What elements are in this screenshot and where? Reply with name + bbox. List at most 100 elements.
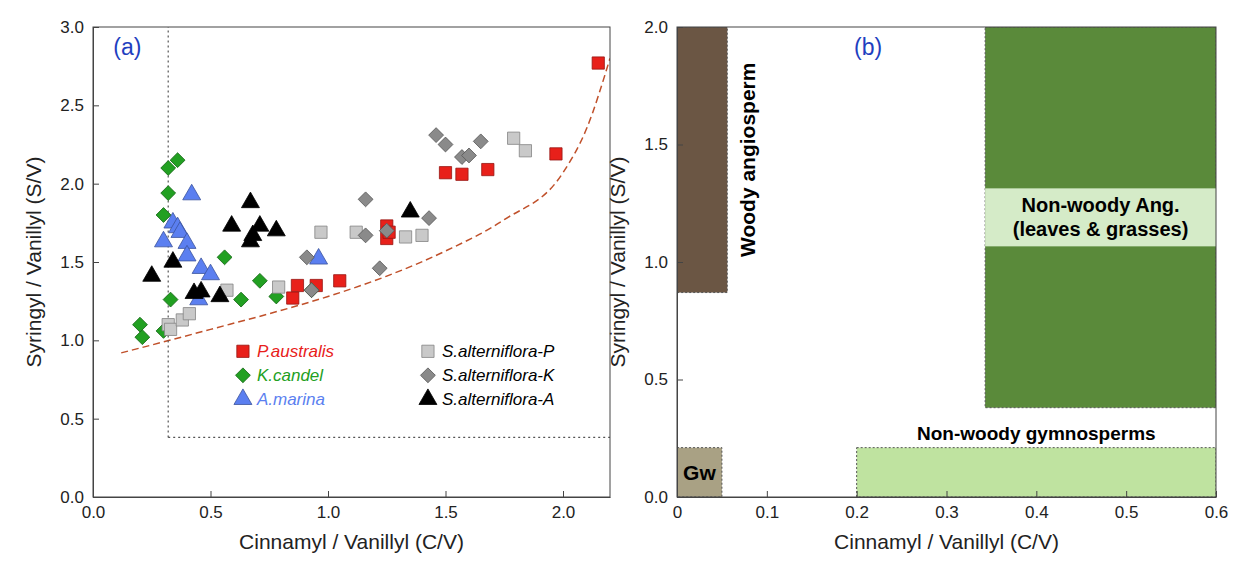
data-point (155, 231, 173, 247)
data-point (211, 286, 229, 302)
y-tick-label: 0.5 (644, 370, 668, 389)
y-tick-label: 0.0 (60, 488, 84, 507)
x-tick: 0.1 (756, 491, 780, 522)
data-point (550, 148, 562, 160)
data-point (473, 134, 488, 149)
data-point (241, 192, 259, 208)
plot-frame (93, 27, 610, 497)
y-tick-mark (677, 497, 683, 498)
x-tick-mark (328, 491, 329, 497)
y-tick: 1.5 (644, 135, 683, 154)
region-label: Woody angiosperm (736, 63, 759, 257)
x-tick-label: 0.2 (845, 503, 869, 522)
data-point (416, 229, 428, 241)
x-tick-label: 0.6 (1205, 503, 1229, 522)
panel-label: (b) (854, 34, 882, 60)
region-label: Gw (683, 461, 716, 484)
x-tick: 0.3 (935, 491, 959, 522)
data-point (422, 211, 437, 226)
legend-marker (422, 345, 434, 357)
region (677, 27, 727, 293)
data-point (372, 261, 387, 276)
x-tick-mark (1216, 491, 1217, 497)
y-tick-label: 3.0 (60, 18, 84, 37)
y-axis-title: Syringyl / Vanillyl (S/V) (606, 157, 629, 368)
data-point (202, 264, 220, 280)
data-point (164, 323, 176, 335)
y-tick: 0.0 (644, 488, 683, 507)
x-tick-mark (947, 491, 948, 497)
data-point (273, 281, 285, 293)
data-point (170, 153, 185, 168)
x-tick-mark (767, 491, 768, 497)
y-tick-label: 2.0 (644, 18, 668, 37)
x-axis: 00.10.20.30.40.50.6 (673, 491, 1229, 522)
data-point (164, 252, 182, 268)
y-tick-label: 2.5 (60, 96, 84, 115)
y-tick: 3.0 (60, 18, 99, 37)
y-tick-mark (677, 380, 683, 381)
data-point (183, 308, 195, 320)
y-tick: 2.0 (60, 175, 99, 194)
y-tick-mark (93, 262, 99, 263)
x-tick: 0.6 (1205, 491, 1229, 522)
x-tick-mark (1036, 491, 1037, 497)
y-tick: 1.0 (60, 331, 99, 350)
data-point (133, 317, 148, 332)
data-point (304, 283, 319, 298)
labels: Woody angiosperm Gw Non-woody Ang.(leaves … (683, 63, 1216, 484)
reference-line (121, 58, 610, 353)
data-point (508, 132, 520, 144)
y-tick: 1.5 (60, 253, 99, 272)
y-axis: 0.0 0.5 1.0 1.5 2.0 (644, 18, 683, 507)
data-point (429, 128, 444, 143)
legend-label: A.marina (256, 390, 325, 409)
data-point (183, 184, 201, 200)
region-label: Non-woody gymnosperms (917, 423, 1156, 444)
x-tick: 1.0 (317, 491, 341, 522)
plot-area (677, 27, 1216, 497)
data-point (267, 220, 285, 236)
data-point (456, 168, 468, 180)
data-point (143, 266, 161, 282)
y-tick-label: 1.5 (644, 135, 668, 154)
y-tick: 2.0 (644, 18, 683, 37)
x-tick-label: 0.3 (935, 503, 959, 522)
region (985, 27, 1216, 408)
legend-label: K.candel (257, 366, 324, 385)
y-tick-mark (93, 419, 99, 420)
x-tick: 2.0 (552, 491, 576, 522)
data-point (315, 226, 327, 238)
data-point (401, 201, 419, 217)
region-label: (leaves & grasses) (1013, 218, 1189, 240)
legend-label: S.alterniflora-K (442, 366, 555, 385)
region-label: Non-woody Ang. (1022, 194, 1180, 216)
data-point (399, 231, 411, 243)
data-point (163, 292, 178, 307)
legend-label: S.alterniflora-A (442, 390, 554, 409)
region (677, 448, 722, 497)
data-point (304, 283, 319, 298)
data-point (234, 292, 249, 307)
data-point (482, 163, 494, 175)
y-tick-label: 0.5 (60, 410, 84, 429)
data-point (462, 148, 477, 163)
legend-label: P.australis (257, 342, 335, 361)
y-tick: 0.5 (60, 410, 99, 429)
x-axis-line (678, 497, 1217, 498)
y-tick-mark (93, 497, 99, 498)
data-point (223, 216, 241, 232)
reference-line (168, 437, 610, 438)
x-tick-label: 1.5 (434, 503, 458, 522)
y-tick-label: 1.0 (644, 253, 668, 272)
data-point (178, 245, 196, 261)
x-tick-mark (446, 491, 447, 497)
region (857, 448, 1216, 497)
y-tick-label: 1.5 (60, 253, 84, 272)
y-tick: 2.5 (60, 96, 99, 115)
y-tick-mark (677, 145, 683, 146)
x-tick: 1.5 (434, 491, 458, 522)
x-tick: 0.2 (845, 491, 869, 522)
x-axis-title: Cinnamyl / Vanillyl (C/V) (834, 530, 1059, 553)
figure: P.australis K.candel A.marina S.alterniflor… (0, 0, 1239, 571)
